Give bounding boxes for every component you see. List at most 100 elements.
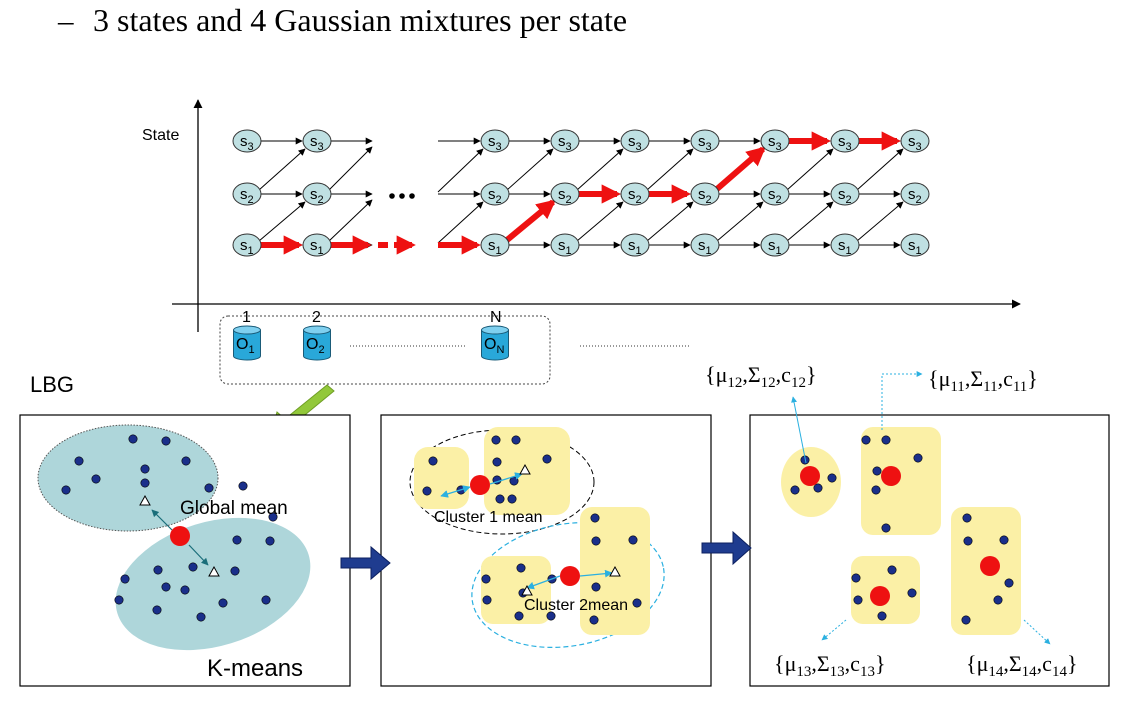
state-node: s1 <box>760 233 790 257</box>
data-point <box>591 536 601 546</box>
state-node: s2 <box>232 182 262 206</box>
trellis-edge-diagonal <box>258 148 306 191</box>
y-axis-label: State <box>142 127 179 144</box>
data-point <box>492 457 502 467</box>
bullet-text: 3 states and 4 Gaussian mixtures per sta… <box>93 2 627 38</box>
data-point <box>887 565 897 575</box>
state-node: s2 <box>480 182 510 206</box>
mixture-11-region <box>861 427 941 535</box>
trellis-edge-diagonal <box>856 148 904 191</box>
state-node: s2 <box>760 182 790 206</box>
state-node: s1 <box>550 233 580 257</box>
time-index-label: 1 <box>242 309 251 326</box>
observation-box <box>219 315 551 385</box>
trellis-edge-diagonal <box>646 201 694 242</box>
mean-marker <box>870 586 890 606</box>
mean-marker <box>881 466 901 486</box>
trellis-edge-diagonal <box>856 201 904 242</box>
data-point <box>491 435 501 445</box>
data-point <box>161 582 171 592</box>
box-c2-left <box>481 556 551 624</box>
data-point <box>507 494 517 504</box>
trellis-edge-diagonal <box>646 148 694 191</box>
data-point <box>632 598 642 608</box>
data-point <box>61 485 71 495</box>
data-point <box>196 612 206 622</box>
data-point <box>881 523 891 533</box>
data-point <box>204 483 214 493</box>
data-point <box>542 454 552 464</box>
data-point <box>153 565 163 575</box>
kmeans-label: K-means <box>207 655 303 682</box>
trellis-edge-stub <box>437 201 484 244</box>
state-node: s2 <box>620 182 650 206</box>
data-point <box>180 585 190 595</box>
state-node: s1 <box>830 233 860 257</box>
data-point <box>428 456 438 466</box>
data-point <box>268 512 278 522</box>
data-point <box>961 615 971 625</box>
state-node: s2 <box>830 182 860 206</box>
trellis-ellipsis <box>389 193 415 199</box>
state-node: s1 <box>480 233 510 257</box>
state-node: s3 <box>232 129 262 153</box>
data-point <box>813 483 823 493</box>
data-point <box>140 478 150 488</box>
cluster1-mean-label: Cluster 1 mean <box>434 509 543 526</box>
bullet-dash: – <box>57 3 74 38</box>
data-point <box>628 535 638 545</box>
data-point <box>161 436 171 446</box>
cluster2-ellipse <box>471 522 665 648</box>
viterbi-path-segment <box>505 199 556 243</box>
data-point <box>872 466 882 476</box>
viterbi-path <box>261 131 901 255</box>
state-node: s1 <box>620 233 650 257</box>
state-node: s2 <box>550 182 580 206</box>
trellis-axes <box>172 99 1021 332</box>
data-point <box>265 536 275 546</box>
data-point <box>881 435 891 445</box>
state-node: s2 <box>302 182 332 206</box>
state-node: s1 <box>690 233 720 257</box>
flow-arrow-1 <box>340 545 391 581</box>
cluster2-mean-label: Cluster 2mean <box>524 597 628 614</box>
trellis-edge-diagonal <box>786 201 834 242</box>
trellis-edge-diagonal <box>576 148 624 191</box>
mean-marker <box>560 566 580 586</box>
data-point <box>861 435 871 445</box>
split-marker <box>139 494 151 506</box>
observation-cylinder: O2 <box>303 325 331 361</box>
split-marker <box>521 584 533 596</box>
data-point <box>591 582 601 592</box>
mean-marker <box>980 556 1000 576</box>
mixture-connectors <box>791 371 1051 645</box>
state-node: s3 <box>620 129 650 153</box>
data-point <box>514 611 524 621</box>
data-point <box>790 485 800 495</box>
mean-marker <box>470 475 490 495</box>
state-node: s1 <box>900 233 930 257</box>
state-node: s3 <box>830 129 860 153</box>
trellis-edge-stub <box>437 148 484 193</box>
data-point <box>590 513 600 523</box>
data-point <box>877 611 887 621</box>
trellis-edge-diagonal <box>576 201 624 242</box>
trellis-nodes: s1 s2 s3 s1 s2 s3 s1 s2 s3 s1 s2 s3 s1 s2 s3 s1 s2 s3 s1 s2… <box>232 129 930 257</box>
data-point <box>546 611 556 621</box>
state-node: s3 <box>760 129 790 153</box>
mixture-label-11: {μ11,Σ11,c11} <box>928 366 1038 395</box>
trellis-edge-diagonal <box>786 148 834 191</box>
data-point <box>238 481 248 491</box>
data-point <box>120 574 130 584</box>
data-point <box>516 563 526 573</box>
state-node: s3 <box>302 129 332 153</box>
data-point <box>993 595 1003 605</box>
data-point <box>999 535 1009 545</box>
data-point <box>128 434 138 444</box>
trellis-edge-diagonal <box>258 201 306 242</box>
mean-marker <box>800 466 820 486</box>
trellis-edge-stub <box>328 146 373 191</box>
state-node: s3 <box>900 129 930 153</box>
data-point <box>963 536 973 546</box>
data-point <box>853 595 863 605</box>
